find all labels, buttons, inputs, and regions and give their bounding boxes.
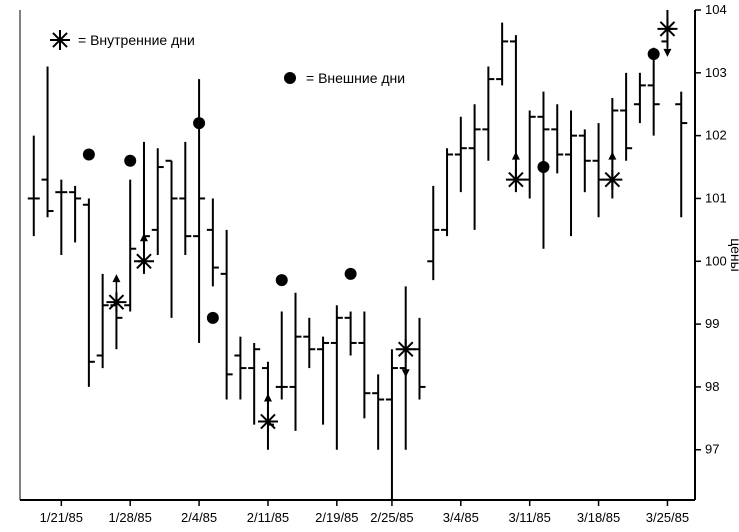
star-icon bbox=[258, 411, 278, 431]
y-tick-label: 103 bbox=[705, 65, 727, 80]
star-icon bbox=[134, 251, 154, 271]
y-tick-label: 97 bbox=[705, 442, 719, 457]
dot-icon bbox=[83, 148, 95, 160]
legend-dot-label: = Внешние дни bbox=[306, 70, 405, 86]
y-tick-label: 102 bbox=[705, 128, 727, 143]
x-tick-label: 3/25/85 bbox=[646, 510, 689, 525]
x-tick-label: 2/11/85 bbox=[247, 510, 289, 525]
dot-icon bbox=[276, 274, 288, 286]
star-icon bbox=[506, 170, 526, 190]
dot-icon bbox=[345, 268, 357, 280]
x-tick-label: 2/4/85 bbox=[181, 510, 217, 525]
legend-star-label: = Внутренние дни bbox=[78, 32, 195, 48]
dot-icon bbox=[193, 117, 205, 129]
x-tick-label: 3/18/85 bbox=[577, 510, 620, 525]
dot-icon bbox=[124, 155, 136, 167]
y-axis-label: цены bbox=[728, 238, 739, 271]
dot-icon bbox=[537, 161, 549, 173]
star-icon bbox=[602, 170, 622, 190]
x-tick-label: 2/19/85 bbox=[315, 510, 358, 525]
x-tick-label: 3/4/85 bbox=[443, 510, 479, 525]
y-tick-label: 101 bbox=[705, 190, 727, 205]
star-icon bbox=[396, 339, 416, 359]
x-tick-label: 2/25/85 bbox=[370, 510, 413, 525]
x-tick-label: 1/28/85 bbox=[109, 510, 152, 525]
x-tick-label: 3/11/85 bbox=[508, 510, 550, 525]
y-tick-label: 99 bbox=[705, 316, 719, 331]
star-icon bbox=[50, 30, 70, 50]
star-icon bbox=[106, 292, 126, 312]
legend-dot-icon bbox=[284, 72, 296, 84]
x-tick-label: 1/21/85 bbox=[40, 510, 83, 525]
y-tick-label: 100 bbox=[705, 253, 727, 268]
dot-icon bbox=[207, 312, 219, 324]
y-tick-label: 98 bbox=[705, 379, 719, 394]
star-icon bbox=[657, 19, 677, 39]
y-tick-label: 104 bbox=[705, 2, 727, 17]
dot-icon bbox=[648, 48, 660, 60]
price-chart: 97 98 99 100 101 102 103 104 цены 1/21/85 1/28/85 2… bbox=[0, 0, 739, 532]
